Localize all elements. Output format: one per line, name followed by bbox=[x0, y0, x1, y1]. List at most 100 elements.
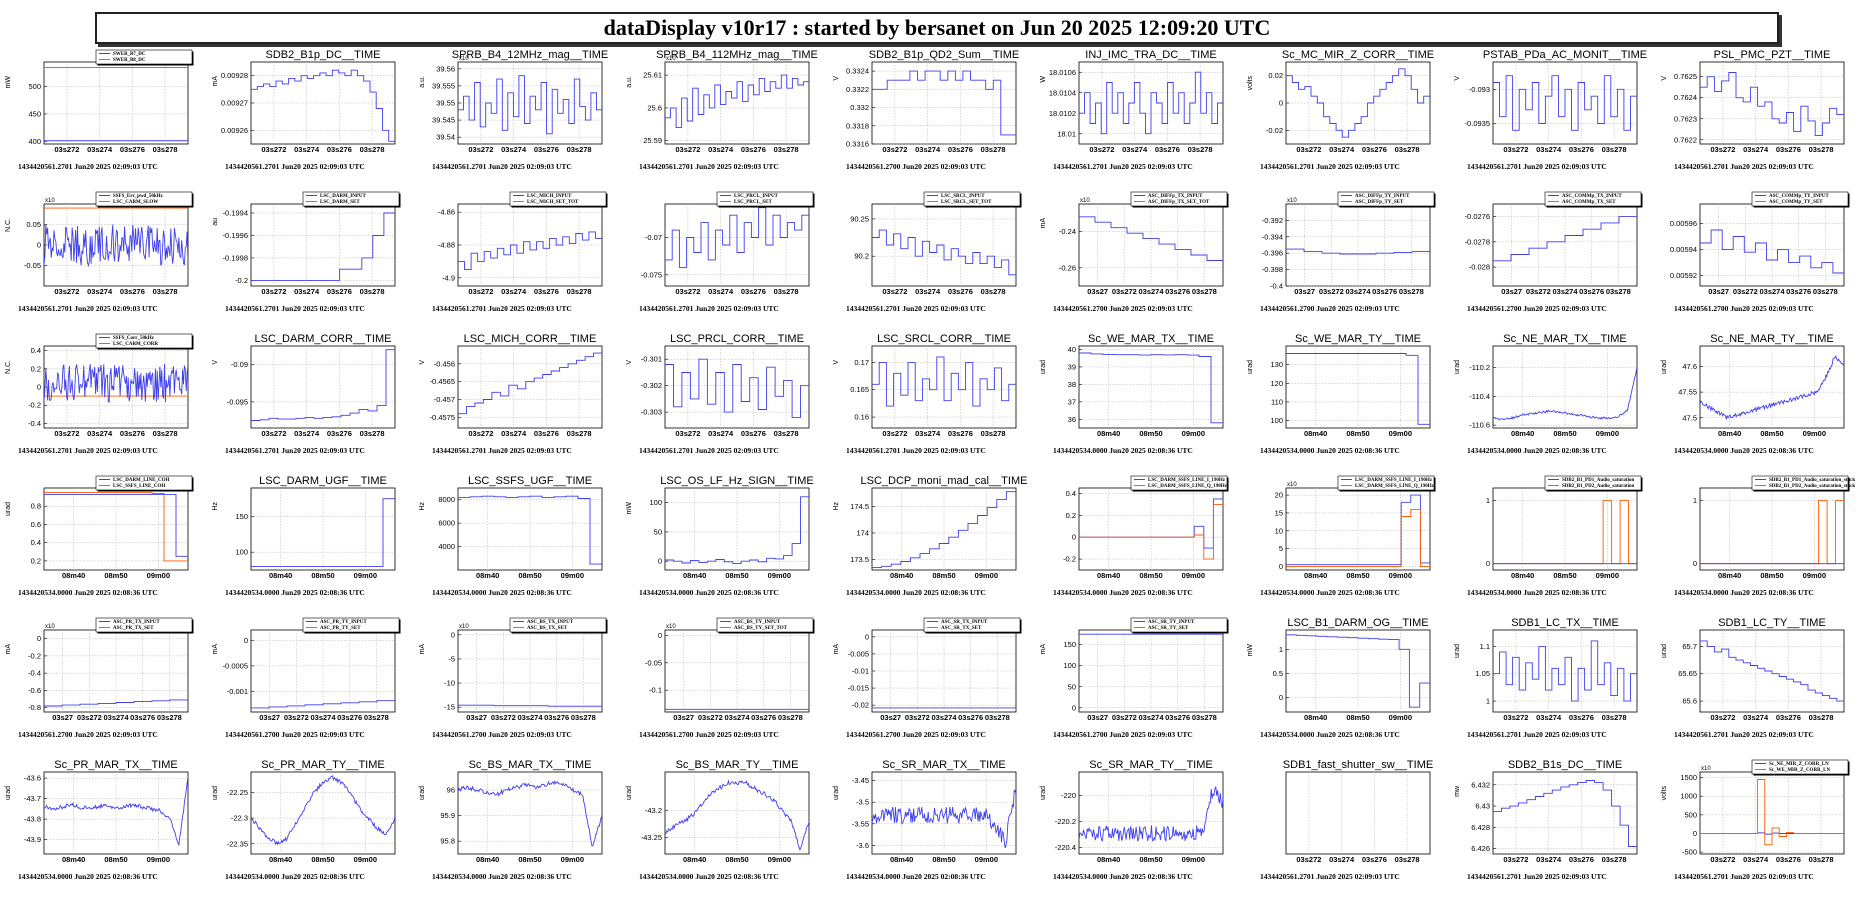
plot-p6: 18.01 18.0102 18.0104 18.0106 03s272 03s274 03… bbox=[1035, 48, 1242, 190]
y-tick-label: -110.2 bbox=[1469, 363, 1490, 372]
plot-frame bbox=[1492, 487, 1638, 571]
plot-timestamp: 1434420561.2701 Jun20 2025 02:09:03 UTC bbox=[225, 162, 365, 171]
x-tick-label: 09m00 bbox=[561, 571, 584, 580]
legend-label: LSC_CARM_CORR bbox=[113, 342, 158, 347]
legend-box bbox=[716, 617, 814, 633]
y-tick-label: 0 bbox=[1279, 693, 1283, 702]
x-tick-label: 08m40 bbox=[890, 855, 913, 864]
legend-label: ASC_PR_TY_INPUT bbox=[320, 620, 367, 625]
y-tick-label: -0.1 bbox=[649, 686, 662, 695]
plot-timestamp: 1434420534.0000 Jun20 2025 02:08:36 UTC bbox=[1260, 588, 1400, 597]
y-axis-unit: urad bbox=[626, 786, 633, 800]
legend-box bbox=[923, 191, 1021, 207]
y-tick-label: 39.545 bbox=[432, 116, 455, 125]
plot-p35: 0 1 08m40 08m50 09m00 SDB2_B1_PD1_Audio_satur… bbox=[1449, 474, 1656, 616]
y-tick-label: 18.0106 bbox=[1049, 68, 1076, 77]
plot-p32: 173.5 174 174.5 08m40 08m50 09m00 LSC_DCP_moni… bbox=[828, 474, 1035, 616]
plot-timestamp: 1434420534.0000 Jun20 2025 02:08:36 UTC bbox=[225, 588, 365, 597]
x-tick-label: 03s274 bbox=[87, 145, 113, 154]
y-tick-label: 0 bbox=[1693, 829, 1697, 838]
y-tick-label: -220.4 bbox=[1055, 843, 1076, 852]
x-tick-label: 03s274 bbox=[915, 429, 941, 438]
plot-timestamp: 1434420561.2701 Jun20 2025 02:09:03 UTC bbox=[1674, 162, 1814, 171]
x-tick-label: 09m00 bbox=[1182, 855, 1205, 864]
y-tick-label: -22.3 bbox=[231, 814, 248, 823]
y-axis-unit: mA bbox=[212, 644, 219, 655]
y-tick-label: -22.35 bbox=[227, 839, 248, 848]
y-tick-label: -0.6 bbox=[28, 686, 41, 695]
y-tick-label: -43.8 bbox=[24, 815, 41, 824]
x-tick-label: 03s274 bbox=[1536, 145, 1562, 154]
x-tick-label: 03s276 bbox=[1362, 855, 1387, 864]
x-tick-label: 03s274 bbox=[708, 287, 734, 296]
y-tick-label: 0 bbox=[37, 383, 41, 392]
plot-frame bbox=[250, 629, 396, 713]
y-tick-label: 400 bbox=[28, 137, 41, 146]
y-tick-label: -0.028 bbox=[1469, 263, 1490, 272]
x-tick-label: 03s278 bbox=[360, 287, 385, 296]
x-tick-label: 08m50 bbox=[1553, 571, 1576, 580]
plot-p46: -43.9 -43.8 -43.7 -43.6 08m40 08m50 09m00 Sc_PR… bbox=[0, 758, 207, 900]
series-line-blue bbox=[44, 493, 188, 557]
y-axis-unit: mW bbox=[1247, 644, 1254, 657]
x-tick-label: 03s272 bbox=[261, 429, 286, 438]
x-tick-label: 03s272 bbox=[1503, 713, 1528, 722]
x-tick-label: 03s278 bbox=[153, 287, 178, 296]
x-tick-label: 03s278 bbox=[364, 713, 389, 722]
plot-timestamp: 1434420561.2701 Jun20 2025 02:09:03 UTC bbox=[1674, 872, 1814, 881]
legend-box bbox=[95, 617, 193, 633]
y-tick-label: 120 bbox=[1270, 379, 1283, 388]
legend-label: ASC_SR_TY_SET bbox=[1148, 626, 1189, 631]
plot-svg: -0.4575 -0.457 -0.4565 -0.456 03s272 03s274 03… bbox=[419, 333, 603, 455]
series-line-blue bbox=[44, 224, 188, 268]
x-tick-label: 09m00 bbox=[975, 571, 998, 580]
x-tick-label: 03s278 bbox=[1395, 145, 1420, 154]
x-tick-label: 03s278 bbox=[360, 429, 385, 438]
plot-timestamp: 1434420561.2701 Jun20 2025 02:09:03 UTC bbox=[639, 304, 779, 313]
y-tick-label: 0 bbox=[1486, 559, 1490, 568]
plot-frame bbox=[250, 771, 396, 855]
y-tick-label: 65.6 bbox=[1682, 697, 1697, 706]
plot-svg: -15 -10 -5 0 03s27 03s272 03s274 03s276 03s278 mA… bbox=[419, 617, 608, 739]
x-tick-label: 09m00 bbox=[561, 855, 584, 864]
plot-title: LSC_PRCL_CORR__TIME bbox=[670, 333, 804, 345]
plot-svg: -0.26 -0.24 03s27 03s272 03s274 03s276 03s278 m… bbox=[1040, 191, 1229, 313]
plot-p5: 0.3316 0.3318 0.332 0.3322 0.3324 03s272 03s27… bbox=[828, 48, 1035, 190]
x-tick-label: 08m40 bbox=[476, 855, 499, 864]
plot-svg: -110.6 -110.4 -110.2 08m40 08m50 09m00 Sc_NE_M… bbox=[1454, 333, 1638, 455]
plot-p13: -0.075 -0.07 03s272 03s274 03s276 03s278 LSC_P… bbox=[621, 190, 828, 332]
y-tick-label: -110.6 bbox=[1469, 421, 1490, 430]
y-tick-label: 0.8 bbox=[31, 502, 41, 511]
plot-timestamp: 1434420561.2701 Jun20 2025 02:09:03 UTC bbox=[18, 162, 158, 171]
plot-title: Sc_SR_MAR_TX__TIME bbox=[882, 759, 1005, 771]
plot-svg: 1 1.05 1.1 03s272 03s274 03s276 03s278 SDB1_LC_… bbox=[1454, 617, 1638, 739]
series-line-blue bbox=[665, 207, 809, 268]
plot-timestamp: 1434420561.2700 Jun20 2025 02:09:03 UTC bbox=[846, 162, 986, 171]
y-tick-label: -0.456 bbox=[434, 359, 455, 368]
y-tick-label: -15 bbox=[444, 703, 455, 712]
y-tick-label: 0.332 bbox=[850, 103, 869, 112]
plot-p23: 0.16 0.165 0.17 03s272 03s274 03s276 03s278 LSC… bbox=[828, 332, 1035, 474]
y-tick-label: -0.09 bbox=[231, 360, 248, 369]
y-tick-label: -0.1996 bbox=[223, 231, 248, 240]
plot-frame bbox=[871, 487, 1017, 571]
x-tick-label: 03s276 bbox=[741, 287, 766, 296]
series-line-blue bbox=[1700, 355, 1844, 421]
legend-label: LSC_DARM_SSFS_LINE_I_190Hz bbox=[1355, 478, 1433, 483]
y-tick-label: -0.05 bbox=[24, 261, 41, 270]
y-tick-label: 6.426 bbox=[1471, 844, 1490, 853]
plot-svg: 0.3316 0.3318 0.332 0.3322 0.3324 03s272 03s27… bbox=[833, 49, 1019, 171]
series-line-blue bbox=[458, 780, 602, 847]
plot-title: SPRB_B4_12MHz_mag__TIME bbox=[452, 49, 609, 61]
y-tick-label: 37 bbox=[1068, 397, 1076, 406]
plot-title: Sc_WE_MAR_TY__TIME bbox=[1295, 333, 1421, 345]
plot-p42: 0 50 100 150 03s27 03s272 03s274 03s276 03s278 mA… bbox=[1035, 616, 1242, 758]
legend-label: LSC_DARM_INPUT bbox=[320, 194, 367, 199]
x-tick-label: 09m00 bbox=[768, 571, 791, 580]
y-tick-label: 1 bbox=[1693, 496, 1697, 505]
y-tick-label: 0.2 bbox=[31, 556, 41, 565]
y-tick-label: -0.2 bbox=[235, 276, 248, 285]
plot-p11: -0.2 -0.1998 -0.1996 -0.1994 03s272 03s274 03s… bbox=[207, 190, 414, 332]
